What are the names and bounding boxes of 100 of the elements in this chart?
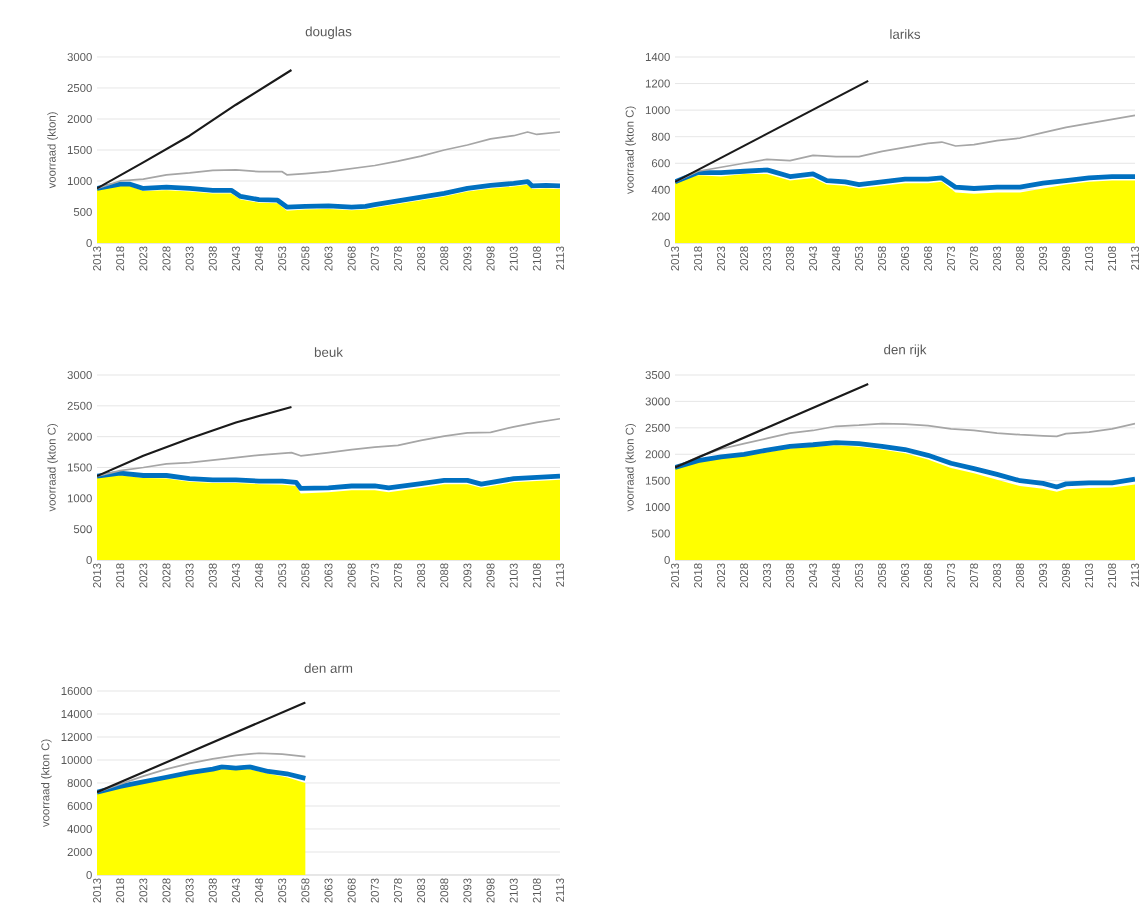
y-tick-label: 2000 — [645, 450, 670, 459]
x-tick-label: 2048 — [832, 246, 841, 271]
x-tick-label: 2088 — [440, 246, 449, 271]
x-tick-label: 2013 — [93, 563, 102, 588]
y-tick-label: 1400 — [645, 52, 670, 61]
y-tick-label: 1500 — [67, 145, 92, 154]
x-tick-label: 2103 — [509, 563, 518, 588]
y-tick-label: 3000 — [67, 370, 92, 379]
x-tick-label: 2083 — [993, 246, 1002, 271]
x-tick-label: 2038 — [786, 563, 795, 588]
y-tick-label: 600 — [651, 159, 670, 168]
chart-title: den rijk — [884, 344, 927, 357]
x-tick-label: 2058 — [301, 878, 310, 903]
x-tick-label: 2043 — [231, 246, 240, 271]
x-tick-label: 2033 — [763, 246, 772, 271]
x-tick-label: 2088 — [1016, 246, 1025, 271]
x-tick-label: 2053 — [855, 246, 864, 271]
x-tick-label: 2023 — [139, 878, 148, 903]
x-tick-label: 2048 — [255, 878, 264, 903]
x-tick-label: 2063 — [324, 563, 333, 588]
x-tick-label: 2068 — [347, 563, 356, 588]
x-tick-label: 2018 — [116, 878, 125, 903]
x-tick-label: 2073 — [370, 878, 379, 903]
x-tick-label: 2098 — [1062, 246, 1071, 271]
x-tick-label: 2113 — [556, 878, 565, 902]
x-tick-label: 2058 — [301, 563, 310, 588]
y-tick-label: 1500 — [645, 476, 670, 485]
x-tick-label: 2013 — [93, 878, 102, 903]
x-tick-label: 2043 — [231, 563, 240, 588]
y-tick-label: 2000 — [67, 114, 92, 123]
x-tick-label: 2103 — [1085, 246, 1094, 271]
x-tick-label: 2113 — [556, 246, 565, 270]
y-tick-label: 6000 — [67, 801, 92, 810]
x-tick-label: 2108 — [532, 878, 541, 903]
chart-title: douglas — [305, 26, 352, 39]
line-series — [97, 405, 293, 478]
x-tick-label: 2098 — [486, 246, 495, 271]
x-tick-label: 2018 — [116, 563, 125, 588]
y-tick-label: 1000 — [645, 106, 670, 115]
x-tick-label: 2108 — [532, 563, 541, 588]
x-tick-label: 2023 — [717, 246, 726, 271]
x-tick-label: 2078 — [393, 563, 402, 588]
y-tick-label: 1500 — [67, 463, 92, 472]
y-tick-label: 10000 — [61, 755, 92, 764]
y-tick-label: 0 — [664, 555, 670, 564]
y-tick-label: 0 — [86, 870, 92, 879]
y-tick-label: 500 — [651, 529, 670, 538]
x-tick-label: 2083 — [417, 246, 426, 271]
x-tick-label: 2088 — [440, 878, 449, 903]
line-series — [97, 68, 293, 190]
x-tick-label: 2048 — [255, 563, 264, 588]
x-tick-label: 2018 — [116, 246, 125, 271]
x-tick-label: 2088 — [1016, 563, 1025, 588]
x-tick-label: 2093 — [463, 563, 472, 588]
x-tick-label: 2073 — [370, 246, 379, 271]
x-tick-label: 2053 — [278, 563, 287, 588]
x-tick-label: 2033 — [185, 878, 194, 903]
x-tick-label: 2108 — [532, 246, 541, 271]
x-tick-label: 2093 — [463, 878, 472, 903]
y-axis-title: voorraad (kton) — [47, 112, 58, 189]
x-tick-label: 2063 — [324, 246, 333, 271]
y-tick-label: 400 — [651, 185, 670, 194]
x-tick-label: 2093 — [463, 246, 472, 271]
y-axis-title: voorraad (kton C) — [47, 424, 58, 512]
x-tick-label: 2043 — [231, 878, 240, 903]
y-tick-label: 2000 — [67, 432, 92, 441]
x-tick-label: 2013 — [671, 246, 680, 271]
x-tick-label: 2028 — [162, 563, 171, 588]
x-tick-label: 2043 — [809, 563, 818, 588]
x-tick-label: 2078 — [393, 878, 402, 903]
x-tick-label: 2078 — [970, 563, 979, 588]
y-tick-label: 500 — [73, 525, 92, 534]
y-tick-label: 0 — [86, 238, 92, 247]
y-tick-label: 8000 — [67, 778, 92, 787]
x-tick-label: 2053 — [855, 563, 864, 588]
x-tick-label: 2038 — [208, 563, 217, 588]
x-tick-label: 2028 — [740, 246, 749, 271]
x-tick-label: 2023 — [139, 563, 148, 588]
x-tick-label: 2078 — [970, 246, 979, 271]
x-tick-label: 2068 — [347, 246, 356, 271]
x-tick-label: 2028 — [162, 878, 171, 903]
line-series — [675, 167, 1136, 191]
y-tick-label: 800 — [651, 132, 670, 141]
x-tick-label: 2063 — [324, 878, 333, 903]
y-tick-label: 200 — [651, 212, 670, 221]
x-tick-label: 2113 — [1131, 246, 1140, 270]
y-tick-label: 2000 — [67, 847, 92, 856]
x-tick-label: 2048 — [832, 563, 841, 588]
x-tick-label: 2068 — [924, 563, 933, 588]
x-tick-label: 2043 — [809, 246, 818, 271]
y-tick-label: 2500 — [67, 83, 92, 92]
x-tick-label: 2098 — [1062, 563, 1071, 588]
x-tick-label: 2033 — [185, 246, 194, 271]
y-tick-label: 0 — [664, 238, 670, 247]
x-tick-label: 2028 — [740, 563, 749, 588]
x-tick-label: 2078 — [393, 246, 402, 271]
x-tick-label: 2023 — [717, 563, 726, 588]
x-tick-label: 2073 — [947, 563, 956, 588]
x-tick-label: 2088 — [440, 563, 449, 588]
y-tick-label: 3000 — [645, 397, 670, 406]
